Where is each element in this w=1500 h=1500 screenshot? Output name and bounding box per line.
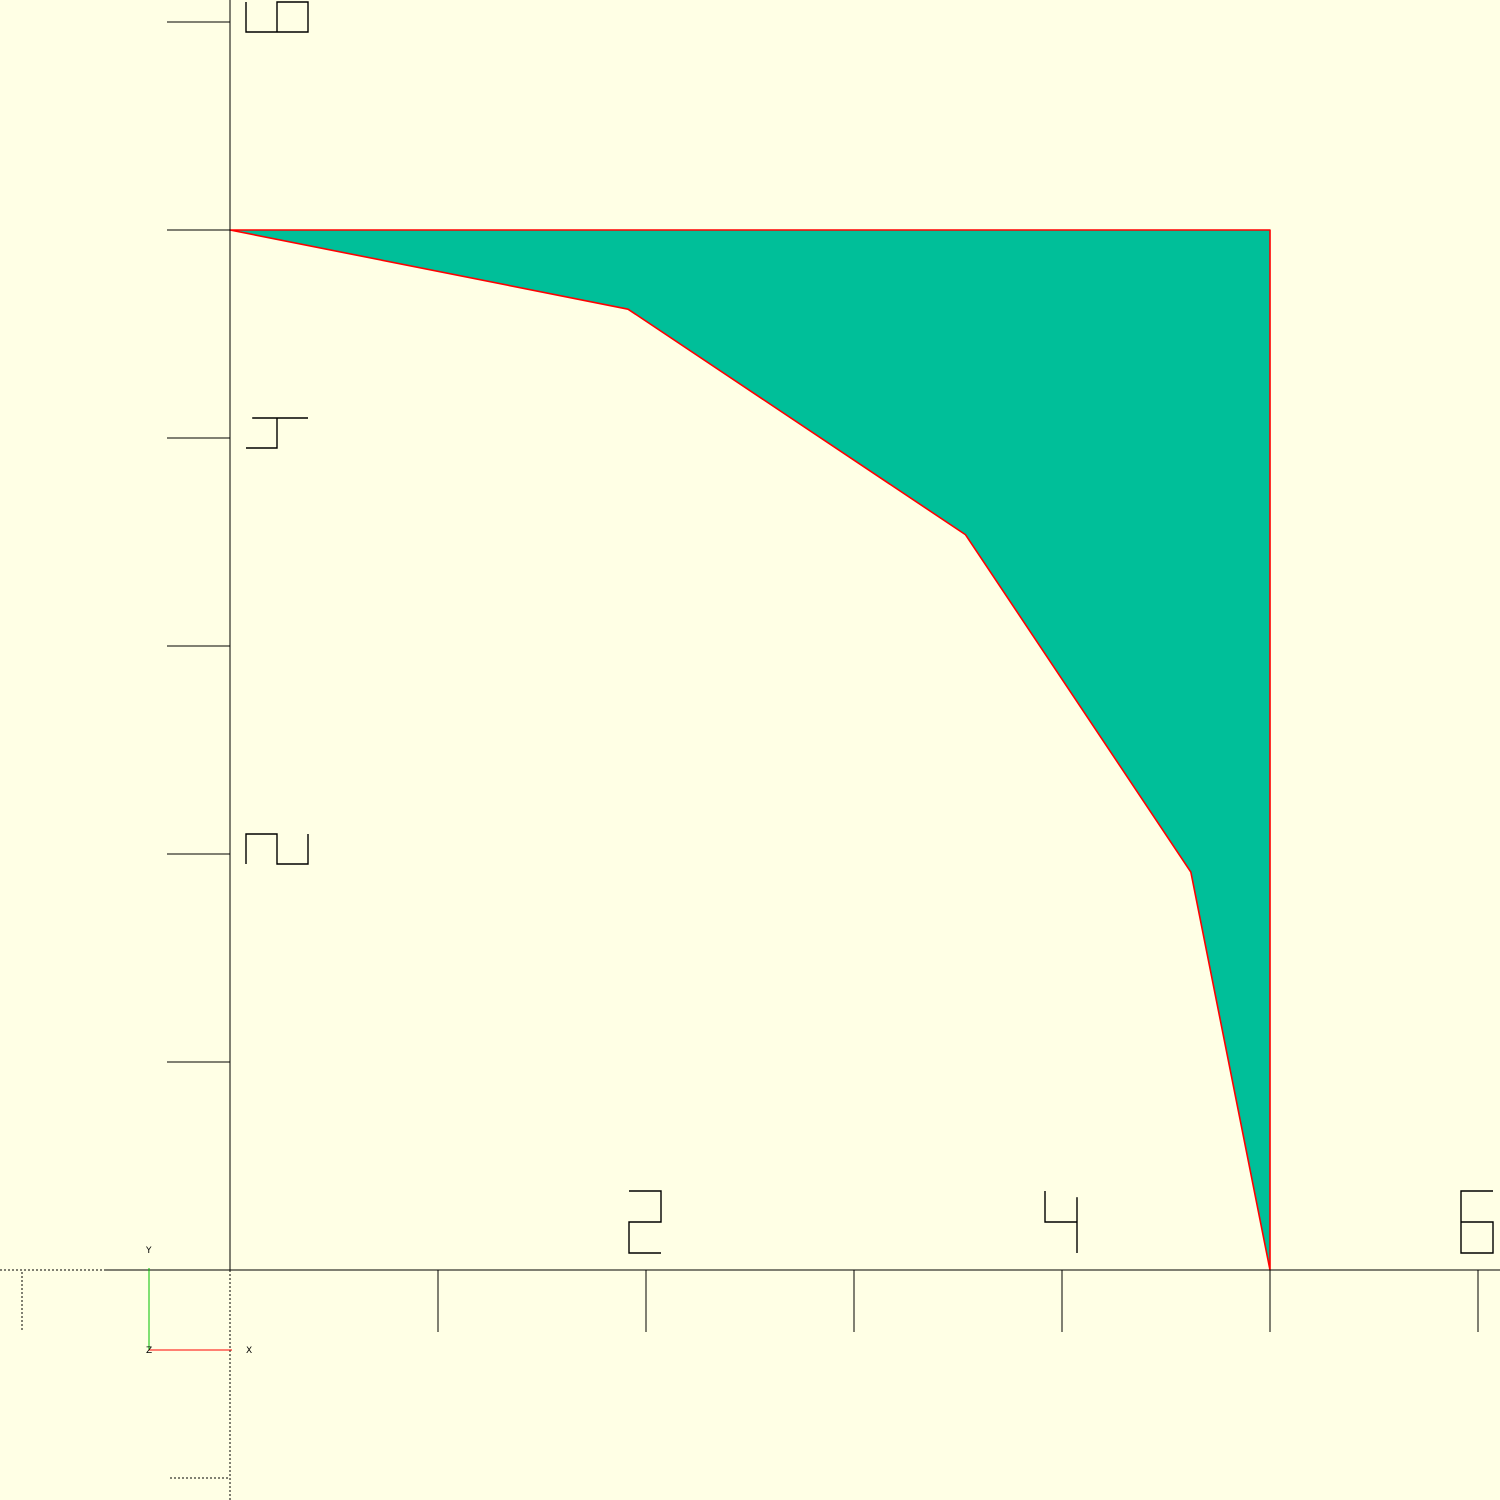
y-tick-label-6: 6 — [245, 1, 309, 33]
gizmo-z-label: Z — [146, 1346, 152, 1356]
y-tick-label-2: 2 — [245, 833, 309, 865]
x-tick-label-2: 2 — [628, 1190, 662, 1254]
x-tick-label-4: 4 — [1044, 1191, 1078, 1253]
shape-fill-region — [230, 230, 1270, 1270]
x-axis-ticks — [437, 1270, 1479, 1332]
y-axis-ticks — [167, 21, 230, 1063]
x-tick-label-6: 6 — [1460, 1190, 1494, 1254]
axes-gizmo: Y X Z — [145, 1246, 252, 1356]
y-tick-label-4: 4 — [246, 417, 308, 449]
gizmo-y-label: Y — [145, 1246, 152, 1256]
shape-outline — [229, 229, 1271, 1271]
gizmo-x-label: X — [246, 1346, 252, 1356]
